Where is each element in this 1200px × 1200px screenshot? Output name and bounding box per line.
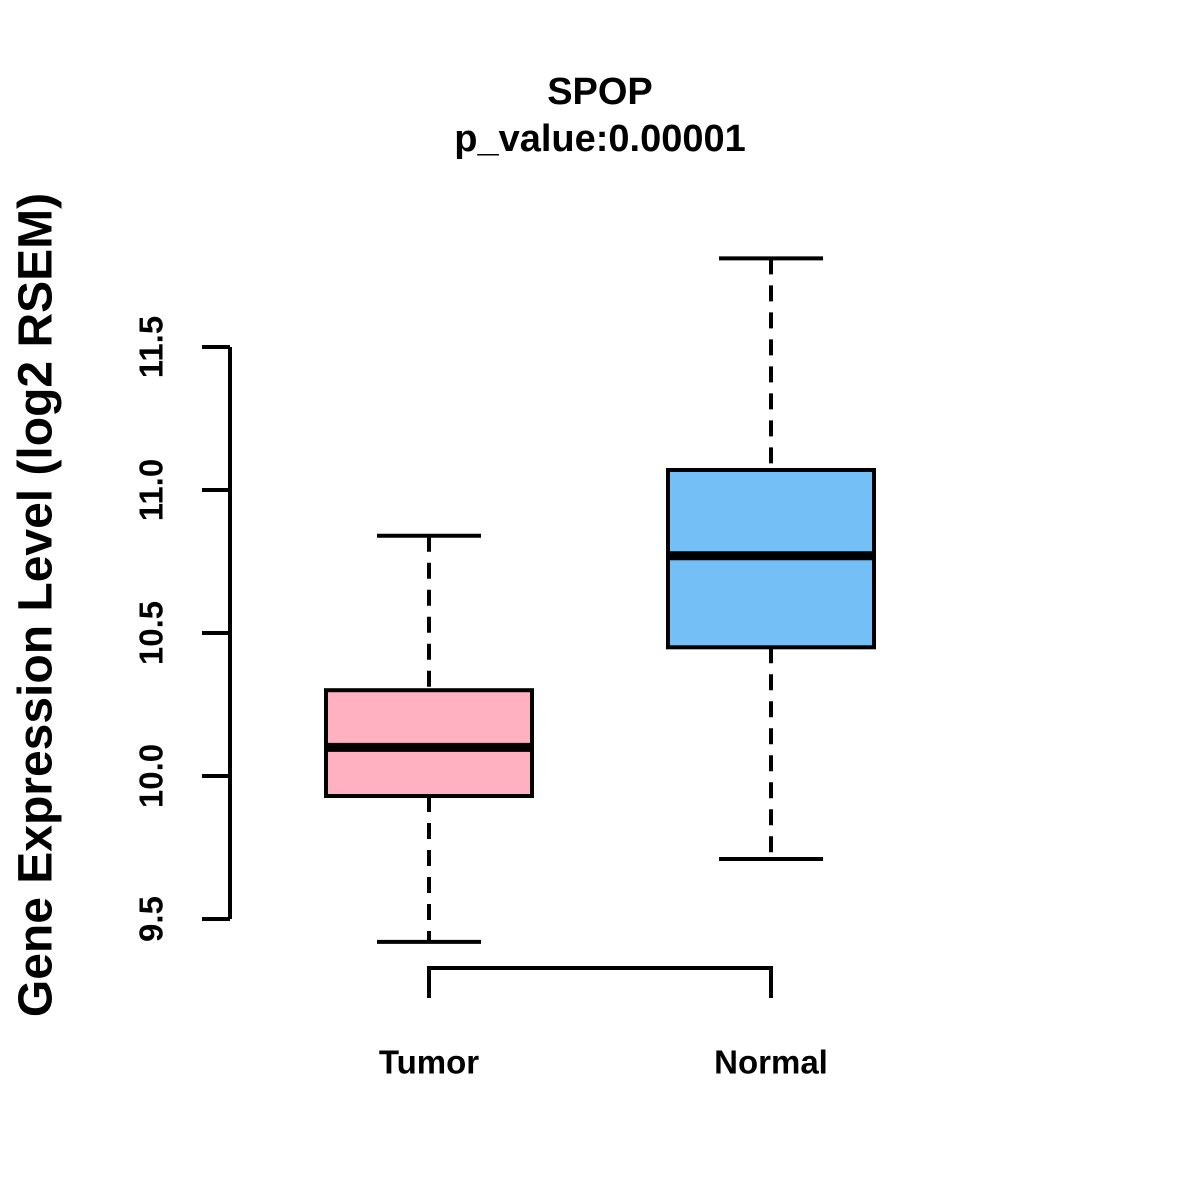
x-axis-bracket (427, 966, 773, 998)
y-axis: 9.5 10.0 10.5 11.0 11.5 (133, 316, 232, 942)
y-tick-label: 10.5 (133, 601, 170, 665)
y-tick-label: 10.0 (133, 744, 170, 808)
category-label: Normal (714, 1044, 828, 1081)
boxplot-tumor: Tumor (324, 533, 534, 1081)
chart-subtitle: p_value:0.00001 (454, 118, 746, 160)
y-tick-label: 11.5 (133, 316, 170, 378)
chart-title: SPOP (547, 71, 653, 113)
category-label: Tumor (379, 1044, 479, 1081)
boxplot-normal: Normal (666, 256, 876, 1081)
y-tick-label: 11.0 (133, 459, 170, 521)
y-tick-label: 9.5 (133, 896, 170, 942)
